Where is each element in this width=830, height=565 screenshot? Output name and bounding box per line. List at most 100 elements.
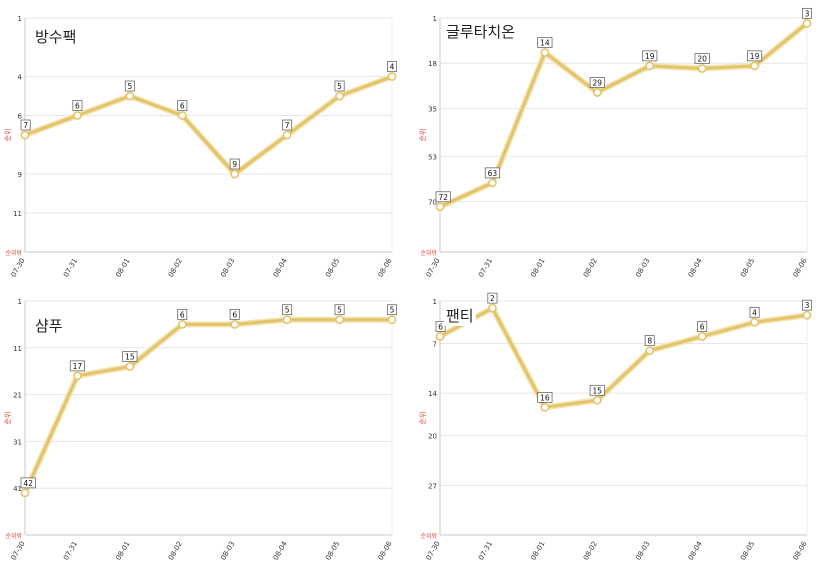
x-tick-label: 08-03 [219,257,236,279]
x-tick-label: 08-01 [114,540,131,562]
y-tick-label: 11 [13,345,22,353]
y-tick-label: 27 [428,482,437,490]
data-point [177,111,187,120]
data-label-text: 15 [125,353,135,362]
data-label-box [802,7,812,19]
y-tick-label: 14 [428,390,437,398]
x-tick-label: 08-05 [324,257,341,279]
x-tick-label: 07-30 [425,257,442,279]
data-label: 6 [697,321,708,332]
data-label-text: 19 [750,52,760,61]
x-tick-label: 08-06 [792,257,809,279]
data-label-box [20,119,31,131]
data-point [73,371,82,381]
data-point [20,130,30,140]
x-tick-label: 08-06 [792,540,809,562]
x-tick-label: 07-31 [477,540,494,562]
data-label-text: 29 [593,78,603,87]
y-tick-label: 1 [433,298,437,306]
x-tick-label: 08-02 [582,540,599,562]
data-point [592,395,602,405]
series-line-halo [22,316,392,495]
data-label-text: 4 [752,308,757,317]
data-label-box [282,304,293,316]
chart-title: 팬티 [444,305,476,326]
x-tick-label: 08-04 [687,540,704,562]
x-tick-label: 08-03 [634,257,651,279]
series-line [439,22,808,209]
data-label: 19 [747,50,763,62]
data-label: 2 [487,292,498,304]
x-tick-label: 08-05 [739,257,756,279]
data-label-box [589,77,605,88]
data-label-text: 5 [390,306,395,315]
x-tick-label: 08-04 [687,257,704,279]
data-label-box [487,292,498,304]
y-out-of-rank-label: 순위밖 [5,249,22,257]
data-point [750,317,759,327]
data-label: 20 [694,53,710,64]
chart-panel-4: 1 7 14 20 27 순위 순위밖 07-30 07-31 08-01 08-02 08-03 08… [415,283,830,565]
data-label: 6 [435,321,446,332]
y-tick-label: 11 [13,210,22,218]
data-label-text: 16 [540,393,550,402]
y-tick-label: 18 [428,60,437,68]
data-point [435,332,445,341]
x-tick-label: 08-03 [634,540,651,562]
y-tick-label: 1 [18,298,22,306]
data-label-text: 7 [23,121,28,130]
data-label-text: 20 [697,55,707,64]
data-point [73,111,82,120]
data-label: 3 [802,299,812,311]
data-point [335,315,344,325]
chart-title: 방수팩 [33,26,79,47]
y-tick-label: 31 [13,438,22,446]
data-label-text: 5 [337,306,342,315]
data-label-text: 42 [23,479,33,488]
data-label: 5 [334,304,345,316]
data-point [435,202,445,212]
y-tick-label: 9 [18,171,22,179]
data-label-text: 5 [285,306,290,315]
data-label-box [749,306,760,318]
data-label: 63 [484,167,500,179]
data-label-text: 3 [805,301,810,310]
data-label-box [644,335,655,346]
x-tick-label: 08-06 [377,540,394,562]
data-point [488,303,497,313]
data-point [802,310,812,320]
data-point [697,64,707,73]
data-label: 17 [69,360,85,372]
data-label-box [589,384,605,396]
data-label-box [387,304,397,316]
y-tick-label: 21 [13,392,22,400]
x-tick-label: 08-04 [272,540,289,562]
data-label-text: 2 [490,294,495,303]
data-label-text: 72 [438,193,448,202]
data-label: 5 [124,80,135,92]
series-line [439,306,808,409]
data-label: 6 [72,100,83,111]
data-label-text: 19 [645,52,655,61]
data-point [125,91,135,101]
data-label-box [802,299,812,311]
data-label: 7 [282,119,293,131]
data-label: 4 [749,306,760,318]
x-tick-label: 08-05 [739,540,756,562]
data-label: 19 [642,50,658,62]
x-tick-label: 07-30 [10,257,27,279]
data-point [750,61,759,71]
x-tick-label: 08-01 [114,257,131,279]
data-label-text: 6 [180,102,185,111]
x-tick-label: 07-31 [62,257,79,279]
data-label-box [20,477,36,489]
data-point [230,320,240,329]
data-label-box [697,321,708,332]
y-tick-label: 41 [13,485,22,493]
y-axis-title: 순위 [4,129,12,142]
data-label-box [387,61,397,72]
data-label: 72 [435,191,451,203]
